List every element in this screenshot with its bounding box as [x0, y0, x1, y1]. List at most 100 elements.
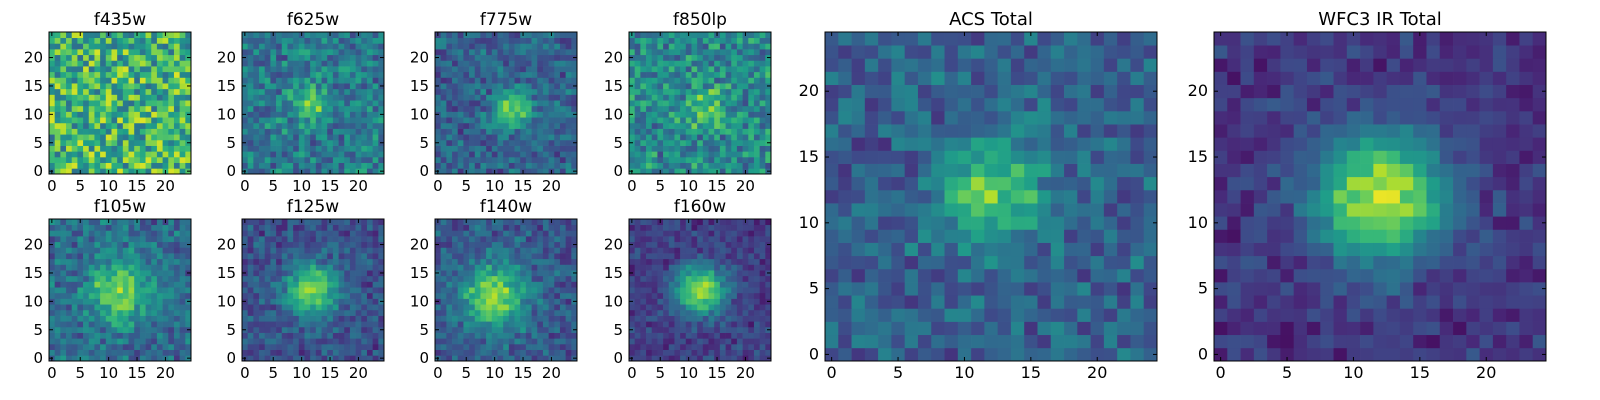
heatmap-cell — [366, 37, 373, 44]
heatmap-cell — [134, 88, 141, 95]
heatmap-cell — [185, 321, 192, 328]
heatmap-cell — [702, 287, 709, 294]
heatmap-cell — [344, 298, 351, 305]
heatmap-cell — [298, 49, 305, 56]
heatmap-cell — [674, 168, 681, 175]
heatmap-cell — [680, 287, 687, 294]
heatmap-cell — [508, 332, 515, 339]
heatmap-cell — [259, 304, 266, 311]
heatmap-cell — [94, 151, 101, 158]
heatmap-cell — [629, 309, 636, 316]
heatmap-cell — [185, 43, 192, 50]
heatmap-cell — [122, 88, 129, 95]
heatmap-cell — [304, 100, 311, 107]
heatmap-cell — [725, 54, 732, 61]
heatmap-cell — [457, 292, 464, 299]
heatmap-cell — [503, 247, 510, 254]
heatmap-cell — [83, 281, 90, 288]
heatmap-cell — [287, 145, 294, 152]
heatmap-cell — [719, 111, 726, 118]
heatmap-cell — [446, 224, 453, 231]
heatmap-cell — [122, 247, 129, 254]
heatmap-cell — [548, 77, 555, 84]
heatmap-cell — [452, 37, 459, 44]
heatmap-cell — [702, 88, 709, 95]
heatmap-cell — [105, 60, 112, 67]
heatmap-cell — [151, 156, 158, 163]
heatmap-cell — [134, 100, 141, 107]
heatmap-cell — [344, 292, 351, 299]
heatmap-cell — [111, 94, 118, 101]
heatmap-cell — [298, 326, 305, 333]
heatmap-cell — [173, 321, 180, 328]
heatmap-cell — [469, 49, 476, 56]
heatmap-cell — [714, 60, 721, 67]
heatmap-cell — [156, 264, 163, 271]
heatmap-cell — [691, 71, 698, 78]
heatmap-cell — [446, 83, 453, 90]
heatmap-cell — [537, 71, 544, 78]
heatmap-cell — [559, 43, 566, 50]
heatmap-cell — [736, 134, 743, 141]
y-tick-label: 5 — [226, 134, 236, 152]
heatmap-cell — [276, 77, 283, 84]
heatmap-cell — [491, 264, 498, 271]
heatmap-cell — [139, 66, 146, 73]
heatmap-cell — [691, 111, 698, 118]
heatmap-cell — [315, 270, 322, 277]
heatmap-cell — [634, 309, 641, 316]
y-tick-label: 20 — [410, 236, 429, 254]
heatmap-cell — [446, 287, 453, 294]
heatmap-cell — [646, 332, 653, 339]
heatmap-cell — [310, 236, 317, 243]
heatmap-cell — [731, 292, 738, 299]
heatmap-cell — [554, 37, 561, 44]
heatmap-cell — [554, 66, 561, 73]
heatmap-cell — [332, 83, 339, 90]
heatmap-cell — [508, 315, 515, 322]
heatmap-cell — [634, 326, 641, 333]
heatmap-cell — [657, 332, 664, 339]
heatmap-cell — [537, 253, 544, 260]
heatmap-cell — [122, 111, 129, 118]
heatmap-cell — [452, 77, 459, 84]
heatmap-cell — [668, 122, 675, 129]
heatmap-cell — [179, 54, 186, 61]
heatmap-cell — [139, 111, 146, 118]
panel-title: f125w — [287, 197, 339, 217]
heatmap-cell — [264, 111, 271, 118]
heatmap-cell — [725, 32, 732, 39]
heatmap-cell — [514, 349, 521, 356]
heatmap-cell — [725, 128, 732, 135]
heatmap-cell — [691, 117, 698, 124]
heatmap-cell — [71, 219, 78, 226]
heatmap-cell — [264, 315, 271, 322]
heatmap-cell — [491, 321, 498, 328]
heatmap-cell — [173, 145, 180, 152]
heatmap-cell — [281, 60, 288, 67]
heatmap-cell — [719, 151, 726, 158]
heatmap-cell — [708, 88, 715, 95]
heatmap-cell — [702, 100, 709, 107]
heatmap-cell — [344, 270, 351, 277]
heatmap-cell — [753, 338, 760, 345]
heatmap-cell — [474, 349, 481, 356]
heatmap-cell — [156, 71, 163, 78]
heatmap-cell — [361, 66, 368, 73]
heatmap-cell — [173, 343, 180, 350]
heatmap-cell — [145, 111, 152, 118]
heatmap-cell — [156, 122, 163, 129]
heatmap-cell — [117, 315, 124, 322]
heatmap-cell — [327, 100, 334, 107]
heatmap-cell — [503, 230, 510, 237]
heatmap-cell — [287, 134, 294, 141]
heatmap-cell — [748, 94, 755, 101]
heatmap-cell — [452, 32, 459, 39]
heatmap-cell — [253, 60, 260, 67]
heatmap-cell — [525, 66, 532, 73]
heatmap-cell — [128, 253, 135, 260]
heatmap-cell — [520, 122, 527, 129]
heatmap-cell — [503, 100, 510, 107]
heatmap-cell — [361, 43, 368, 50]
heatmap-cell — [469, 54, 476, 61]
